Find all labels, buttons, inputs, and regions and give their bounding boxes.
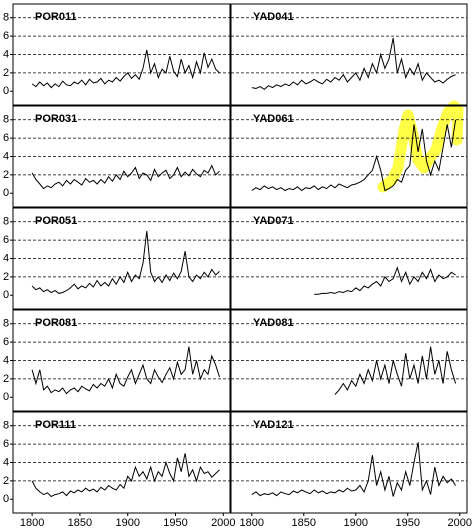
y-tick-label: 8 [3, 216, 9, 228]
panel-title: YAD081 [253, 317, 294, 329]
panel-title: YAD121 [253, 419, 294, 431]
panel-title: POR051 [35, 215, 77, 227]
panel-title: YAD061 [253, 113, 294, 125]
panel-title: YAD071 [253, 215, 294, 227]
y-tick-label: 8 [3, 12, 9, 24]
series-line [31, 230, 220, 294]
x-tick-label: 2000 [447, 517, 471, 529]
y-tick-label: 4 [3, 150, 9, 162]
y-tick-label: 2 [3, 169, 9, 181]
series-line [31, 346, 220, 395]
x-tick-label: 1800 [240, 517, 264, 529]
series-line [334, 346, 457, 395]
y-tick-label: 8 [3, 114, 9, 126]
x-tick-label: 1850 [292, 517, 316, 529]
x-tick-label: 1900 [115, 517, 139, 529]
series-line [251, 119, 457, 192]
y-tick-label: 0 [3, 289, 9, 301]
y-tick-label: 8 [3, 420, 9, 432]
x-tick-label: 1950 [395, 517, 419, 529]
series-line [31, 453, 220, 498]
panel-title: POR031 [35, 113, 77, 125]
y-tick-label: 2 [3, 475, 9, 487]
y-tick-label: 6 [3, 438, 9, 450]
y-tick-label: 6 [3, 132, 9, 144]
panel-title: POR111 [35, 419, 76, 431]
x-tick-label: 1900 [344, 517, 368, 529]
panel-title: YAD041 [253, 11, 294, 23]
y-tick-label: 4 [3, 456, 9, 468]
y-tick-label: 6 [3, 234, 9, 246]
y-tick-label: 2 [3, 373, 9, 385]
panel-title: POR011 [35, 11, 77, 23]
y-tick-label: 0 [3, 493, 9, 505]
x-tick-label: 1950 [163, 517, 187, 529]
y-tick-label: 6 [3, 336, 9, 348]
x-tick-label: 1850 [68, 517, 92, 529]
y-tick-label: 4 [3, 354, 9, 366]
highlight [377, 100, 464, 193]
y-tick-label: 2 [3, 271, 9, 283]
series-line [31, 164, 220, 190]
series-line [31, 49, 220, 89]
x-tick-label: 2000 [211, 517, 235, 529]
series-line [314, 266, 456, 295]
y-tick-label: 4 [3, 48, 9, 60]
panel-title: POR081 [35, 317, 77, 329]
y-tick-label: 2 [3, 67, 9, 79]
y-tick-label: 0 [3, 85, 9, 97]
series-line [251, 37, 456, 91]
y-tick-label: 0 [3, 187, 9, 199]
y-tick-label: 6 [3, 30, 9, 42]
y-tick-label: 0 [3, 391, 9, 403]
y-tick-label: 4 [3, 252, 9, 264]
y-tick-label: 8 [3, 318, 9, 330]
series-line [251, 442, 457, 497]
x-tick-label: 1800 [20, 517, 44, 529]
